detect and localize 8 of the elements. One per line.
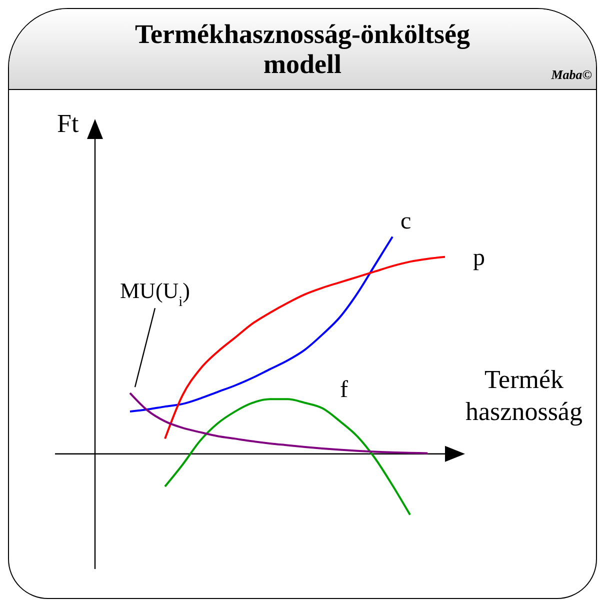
text: Maba© <box>551 67 592 83</box>
text: MU(U$_{i}$) <box>120 278 190 310</box>
series-label: p <box>473 244 485 271</box>
chart-title: Termékhasznosság-önköltség modell <box>134 19 470 79</box>
series-label: f <box>340 377 348 404</box>
x-axis-title: Termék hasznosság <box>464 364 584 428</box>
y-axis-title: Ft <box>57 109 79 139</box>
series-label: c <box>400 208 412 235</box>
